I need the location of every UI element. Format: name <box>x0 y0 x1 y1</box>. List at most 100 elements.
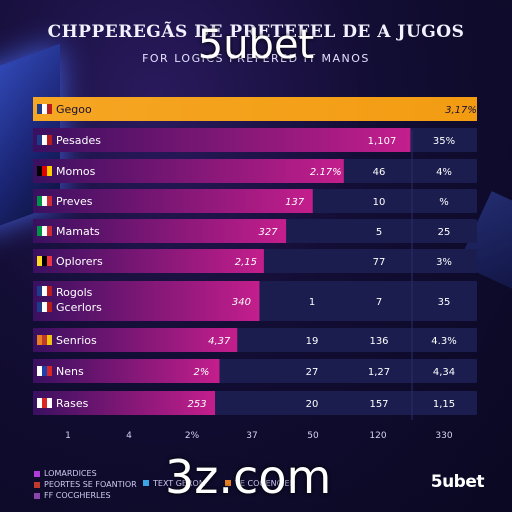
cell-value: 5 <box>376 227 382 238</box>
cell-value: 10 <box>373 197 386 208</box>
cell-value: 3% <box>436 257 452 268</box>
chart-subtitle: FOR LOGICS PREFERED IT MANOS <box>142 52 370 65</box>
bar <box>33 249 264 273</box>
cell-value: 1 <box>309 297 315 308</box>
cell-value: 20 <box>306 399 319 410</box>
legend-swatch <box>34 481 40 488</box>
cell-value: 1,15 <box>433 399 455 410</box>
row-label: Rases <box>56 397 89 410</box>
flag-stripe <box>42 196 47 206</box>
bar <box>33 97 477 121</box>
flag-stripe <box>37 335 42 345</box>
flag-stripe <box>37 226 42 236</box>
flag-stripe <box>47 166 52 176</box>
cell-value: 1,107 <box>368 136 397 147</box>
bar <box>33 281 260 321</box>
x-tick-label: 2% <box>185 431 200 441</box>
bar <box>33 219 287 243</box>
flag-stripe <box>47 256 52 266</box>
watermark-brand: 5ubet <box>197 22 315 68</box>
flag-stripe <box>47 196 52 206</box>
cell-value: 77 <box>373 257 386 268</box>
legend-item: LOMARDICES <box>34 468 137 479</box>
legend-swatch <box>34 470 40 477</box>
legend-item: FF COCGHERLES <box>34 490 137 501</box>
flag-stripe <box>42 256 47 266</box>
cell-value: 4,34 <box>433 367 455 378</box>
bar-value-label: 4,37 <box>208 336 231 347</box>
flag-stripe <box>37 196 42 206</box>
cell-value: 35% <box>433 136 455 147</box>
flag-stripe <box>47 335 52 345</box>
flag-stripe <box>42 335 47 345</box>
row-label: Gcerlors <box>56 301 102 314</box>
row-label: Mamats <box>56 225 100 238</box>
bar <box>33 159 344 183</box>
flag-stripe <box>47 366 52 376</box>
flag-stripe <box>42 226 47 236</box>
x-tick-label: 4 <box>126 431 132 441</box>
bar <box>33 128 411 152</box>
cell-value: 7 <box>376 297 382 308</box>
cell-value: 1,27 <box>368 367 390 378</box>
cell-value: % <box>439 197 449 208</box>
bar <box>33 391 216 415</box>
cell-value: 27 <box>306 367 319 378</box>
flag-stripe <box>42 135 47 145</box>
legend-item: PEORTES SE FOANTIOR <box>34 479 137 490</box>
flag-stripe <box>37 166 42 176</box>
cell-value: 157 <box>369 399 388 410</box>
bar-value-label: 2% <box>194 367 210 378</box>
bar-value-label: 137 <box>285 197 305 208</box>
flag-stripe <box>42 302 47 312</box>
row-label: Nens <box>56 365 84 378</box>
cell-value: 4.3% <box>431 336 456 347</box>
flag-stripe <box>37 398 42 408</box>
row-label: Gegoo <box>56 103 92 116</box>
row-label: Preves <box>56 195 93 208</box>
cell-value: 19 <box>306 336 319 347</box>
bar <box>33 189 313 213</box>
bar-value-label: 2,15 <box>235 257 257 268</box>
x-tick-label: 50 <box>307 431 319 441</box>
legend-item: TEXT GEROM <box>143 479 206 488</box>
flag-stripe <box>42 286 47 296</box>
x-tick-label: 330 <box>435 431 452 441</box>
cell-value: 4% <box>436 167 452 178</box>
row-label: Rogols <box>56 286 93 299</box>
row-label: Momos <box>56 165 96 178</box>
x-tick-label: 1 <box>65 431 71 441</box>
x-tick-label: 37 <box>246 431 257 441</box>
row-label: Senrios <box>56 334 97 347</box>
flag-stripe <box>47 226 52 236</box>
flag-stripe <box>37 302 42 312</box>
flag-stripe <box>42 166 47 176</box>
flag-stripe <box>47 104 52 114</box>
flag-stripe <box>47 286 52 296</box>
flag-stripe <box>42 366 47 376</box>
flag-stripe <box>37 286 42 296</box>
flag-stripe <box>37 135 42 145</box>
chart-title: CHPPEREGÃS DE PRETEFEL DE A JUGOS <box>47 22 465 42</box>
cell-value: 46 <box>373 167 386 178</box>
flag-stripe <box>37 104 42 114</box>
bar-value-label: 253 <box>187 399 206 410</box>
flag-stripe <box>47 135 52 145</box>
domain-watermark: 3z.com <box>165 450 332 504</box>
row-label: Pesades <box>56 134 101 147</box>
cell-value: 35 <box>438 297 451 308</box>
flag-stripe <box>47 398 52 408</box>
bar <box>33 328 238 352</box>
flag-stripe <box>42 104 47 114</box>
legend: LOMARDICES PEORTES SE FOANTIOR FF COCGHE… <box>34 468 137 501</box>
flag-stripe <box>37 256 42 266</box>
brand-logo: 5ubet <box>430 472 485 492</box>
bar-value-label: 327 <box>259 227 279 238</box>
legend-swatch <box>34 492 40 499</box>
flag-stripe <box>47 302 52 312</box>
bar-value-label: 340 <box>232 297 251 308</box>
row-label: Oplorers <box>56 255 103 268</box>
cell-value: 25 <box>438 227 451 238</box>
bar <box>33 359 220 383</box>
